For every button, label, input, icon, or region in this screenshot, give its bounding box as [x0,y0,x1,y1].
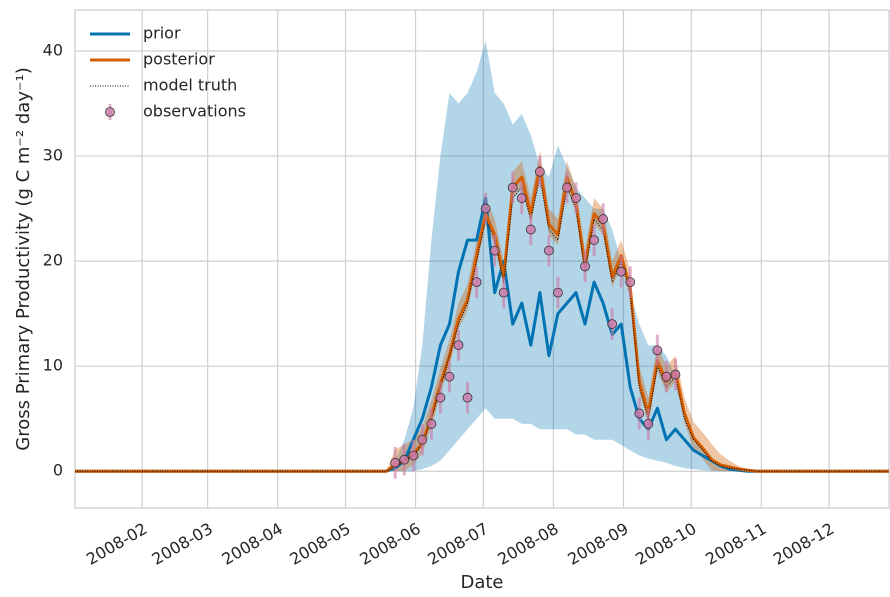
x-tick-label: 2008-09 [564,519,631,569]
x-tick-label: 2008-08 [494,519,561,569]
observation-point [453,340,464,351]
x-tick-label: 2008-11 [702,519,769,569]
series-line [75,196,889,473]
observation-point [480,203,491,214]
observation-point [580,261,590,272]
legend-label: prior [143,24,181,43]
legend: prior posterior model truth observations [90,24,246,121]
observation-point [661,371,672,382]
observation-point [426,419,437,429]
observation-point [462,392,473,403]
legend-label: model truth [143,76,237,95]
x-tick-label: 2008-06 [356,519,423,569]
y-tick-label: 0 [53,461,63,480]
x-axis-label: Date [460,572,503,593]
observation-point [553,287,563,298]
plot-area [74,9,890,509]
x-tick-label: 2008-10 [632,519,699,569]
x-tick-label: 2008-04 [219,519,286,569]
observation-point [589,235,599,245]
y-tick-label: 40 [43,40,63,59]
observation-point [534,166,545,177]
observation-point [435,392,446,403]
observation-point [652,345,663,356]
x-tick-label: 2008-02 [83,519,150,569]
uncertainty-band [75,40,889,472]
x-tick-label: 2008-03 [149,519,216,569]
legend-label: observations [143,102,246,121]
observation-point [598,214,609,224]
series-line [75,165,889,473]
observation-point [489,245,500,256]
y-tick-label: 10 [43,356,63,375]
observation-point [562,182,572,193]
observation-point [399,454,410,465]
observation-point [408,450,419,461]
observation-point [607,319,618,330]
observation-point [571,193,581,203]
y-tick-label: 30 [43,146,63,165]
observation-point [444,371,455,382]
legend-symbol [105,107,115,117]
observation-point [507,182,518,193]
observation-point [417,434,428,445]
y-axis-label: Gross Primary Productivity (g C m⁻² day⁻… [13,67,34,450]
observation-point [625,277,636,288]
marks [75,40,889,479]
observation-point [643,419,654,429]
observation-point [498,287,509,298]
observation-point [616,266,627,277]
legend-label: posterior [143,50,215,69]
x-tick-label: 2008-12 [770,519,837,569]
observation-point [670,369,681,380]
observation-point [543,245,554,256]
observation-point [471,277,482,288]
x-tick-label: 2008-07 [424,519,491,569]
observation-point [525,224,536,235]
observation-point [390,457,401,468]
y-tick-label: 20 [43,251,63,270]
observation-point [634,408,645,419]
x-tick-label: 2008-05 [286,519,353,569]
observation-point [516,193,527,203]
